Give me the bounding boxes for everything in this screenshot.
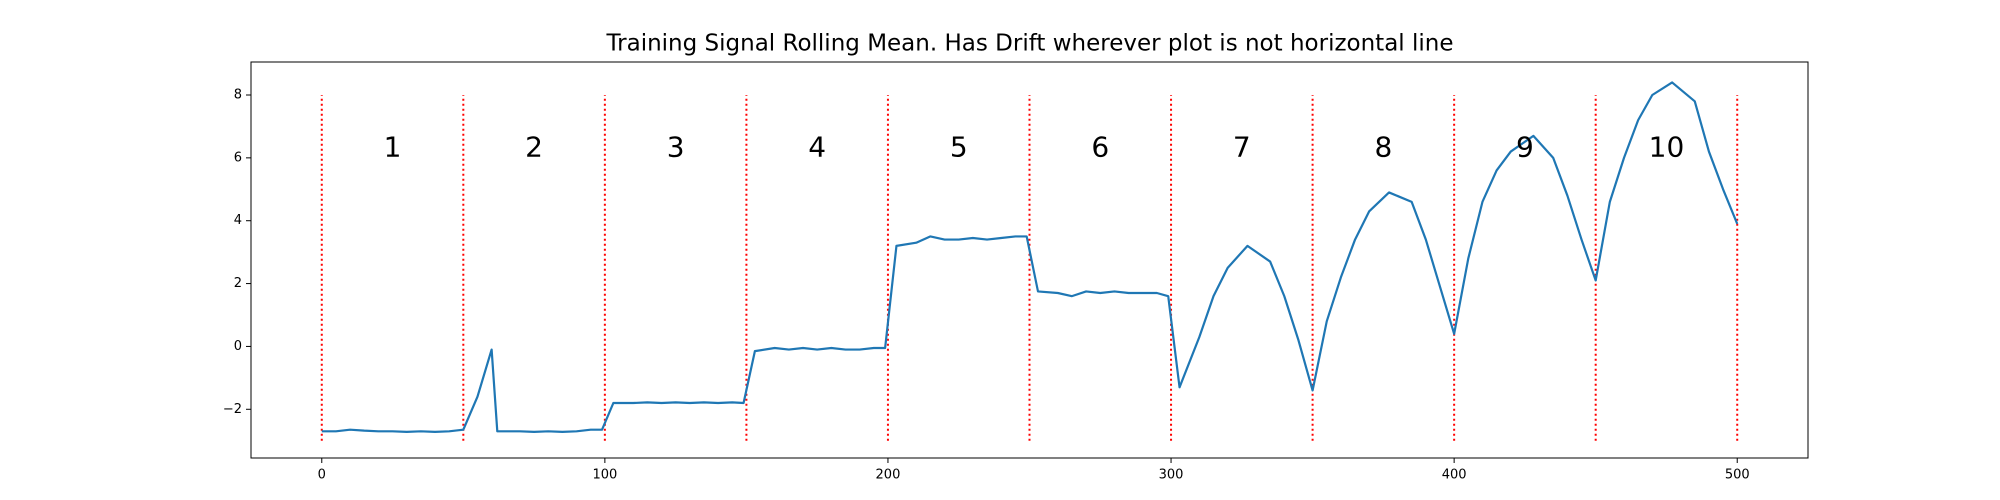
plot-frame	[250, 61, 1809, 459]
segment-label: 1	[384, 130, 402, 163]
x-tick-label: 200	[876, 468, 901, 483]
chart-title: Training Signal Rolling Mean. Has Drift …	[605, 31, 1453, 57]
y-tick-label: 2	[234, 276, 242, 291]
y-tick-label: 6	[234, 150, 242, 165]
y-tick-label: −2	[223, 402, 242, 417]
segment-label: 5	[950, 130, 968, 163]
segment-label: 9	[1516, 130, 1534, 163]
segment-label: 7	[1233, 130, 1251, 163]
x-tick-label: 500	[1725, 468, 1750, 483]
segment-label: 2	[525, 130, 543, 163]
data-line	[321, 81, 1739, 434]
x-tick-label: 100	[592, 468, 617, 483]
segment-label: 10	[1649, 130, 1685, 163]
y-tick-label: 0	[234, 339, 242, 354]
x-tick-label: 300	[1159, 468, 1184, 483]
y-tick-label: 8	[234, 88, 242, 103]
segment-label: 4	[808, 130, 826, 163]
segment-label: 8	[1374, 130, 1392, 163]
segment-label: 3	[667, 130, 685, 163]
y-tick-label: 4	[234, 213, 242, 228]
x-tick-label: 0	[318, 468, 326, 483]
segment-label: 6	[1091, 130, 1109, 163]
x-tick-label: 400	[1442, 468, 1467, 483]
